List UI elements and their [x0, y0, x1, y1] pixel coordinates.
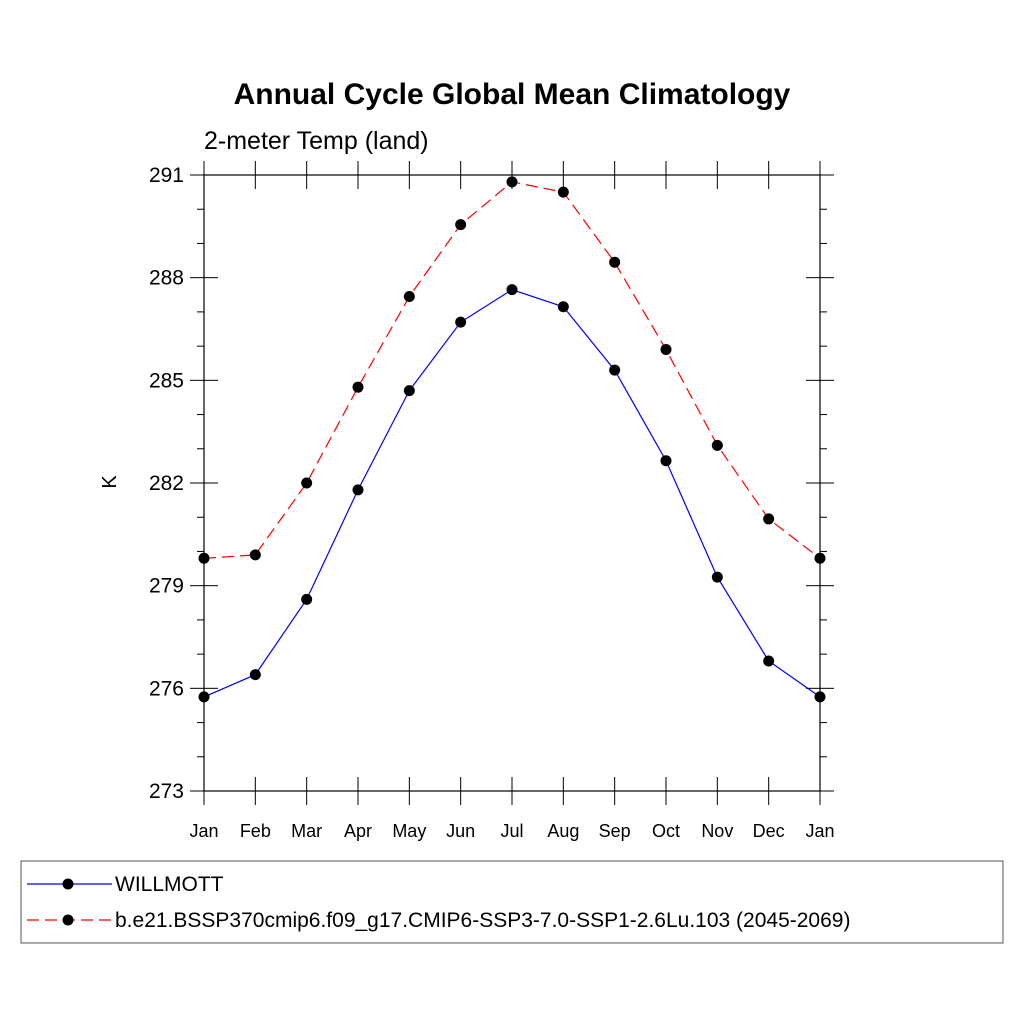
x-tick-label: Jan: [189, 821, 218, 841]
series-1-point: [506, 176, 518, 188]
series-1-point: [301, 477, 313, 489]
x-tick-label: Nov: [701, 821, 733, 841]
series-lines: [203, 181, 821, 698]
series-0-point: [557, 301, 569, 313]
minor-ticks: [197, 208, 827, 758]
series-0-point: [763, 655, 775, 667]
x-tick-label: Jun: [446, 821, 475, 841]
x-tick-label: Oct: [652, 821, 680, 841]
series-1-point: [557, 186, 569, 198]
series-1-point: [403, 290, 415, 302]
series-0-point: [301, 593, 313, 605]
series-1-point: [763, 513, 775, 525]
x-tick-label: Aug: [547, 821, 579, 841]
series-line-1: [203, 181, 821, 559]
y-tick-labels: 273 276 279 282 285 288 291: [149, 164, 184, 803]
series-markers: [198, 176, 826, 703]
series-1-point: [352, 381, 364, 393]
x-tick-label: Dec: [753, 821, 785, 841]
y-axis-label: K: [99, 475, 121, 489]
y-tick-label: 273: [149, 780, 184, 803]
x-tick-labels: Jan Feb Mar Apr May Jun Jul Aug Sep Oct Nov Dec Jan: [189, 821, 834, 841]
series-0-point: [711, 571, 723, 583]
x-tick-label: Sep: [599, 821, 631, 841]
series-1-point: [609, 256, 621, 268]
legend-entries: WILLMOTT b.e21.BSSP370cmip6.f09_g17.CMIP6…: [27, 873, 850, 932]
series-0-point: [506, 284, 518, 296]
legend-marker-0: [62, 878, 74, 890]
y-tick-label: 288: [149, 267, 184, 290]
major-ticks: [190, 161, 834, 805]
series-1-point: [455, 219, 467, 231]
chart-title: Annual Cycle Global Mean Climatology: [234, 78, 791, 111]
legend-box: [20, 860, 1004, 944]
plot-frame: [203, 174, 821, 792]
series-line-0: [203, 288, 821, 698]
chart-subtitle: 2-meter Temp (land): [204, 127, 429, 155]
series-0-point: [455, 316, 467, 328]
series-1-point: [660, 344, 672, 356]
x-tick-label: Jul: [500, 821, 523, 841]
series-1-point: [249, 549, 261, 561]
x-tick-label: Mar: [291, 821, 322, 841]
x-tick-label: Apr: [344, 821, 372, 841]
series-0-point: [403, 385, 415, 397]
legend-label-1: b.e21.BSSP370cmip6.f09_g17.CMIP6-SSP3-7.…: [115, 909, 850, 932]
y-tick-label: 285: [149, 369, 184, 392]
series-0-point: [352, 484, 364, 496]
series-0-point: [609, 364, 621, 376]
x-tick-label: Jan: [805, 821, 834, 841]
y-tick-label: 279: [149, 575, 184, 598]
legend: WILLMOTT b.e21.BSSP370cmip6.f09_g17.CMIP6…: [20, 860, 1004, 944]
y-tick-label: 291: [149, 164, 184, 187]
y-tick-label: 282: [149, 472, 184, 495]
series-1-point: [711, 439, 723, 451]
series-0-point: [660, 455, 672, 467]
x-tick-label: Feb: [240, 821, 271, 841]
y-tick-label: 276: [149, 677, 184, 700]
legend-label-0: WILLMOTT: [115, 873, 224, 896]
x-tick-label: May: [392, 821, 426, 841]
legend-marker-1: [62, 914, 74, 926]
series-0-point: [249, 669, 261, 681]
